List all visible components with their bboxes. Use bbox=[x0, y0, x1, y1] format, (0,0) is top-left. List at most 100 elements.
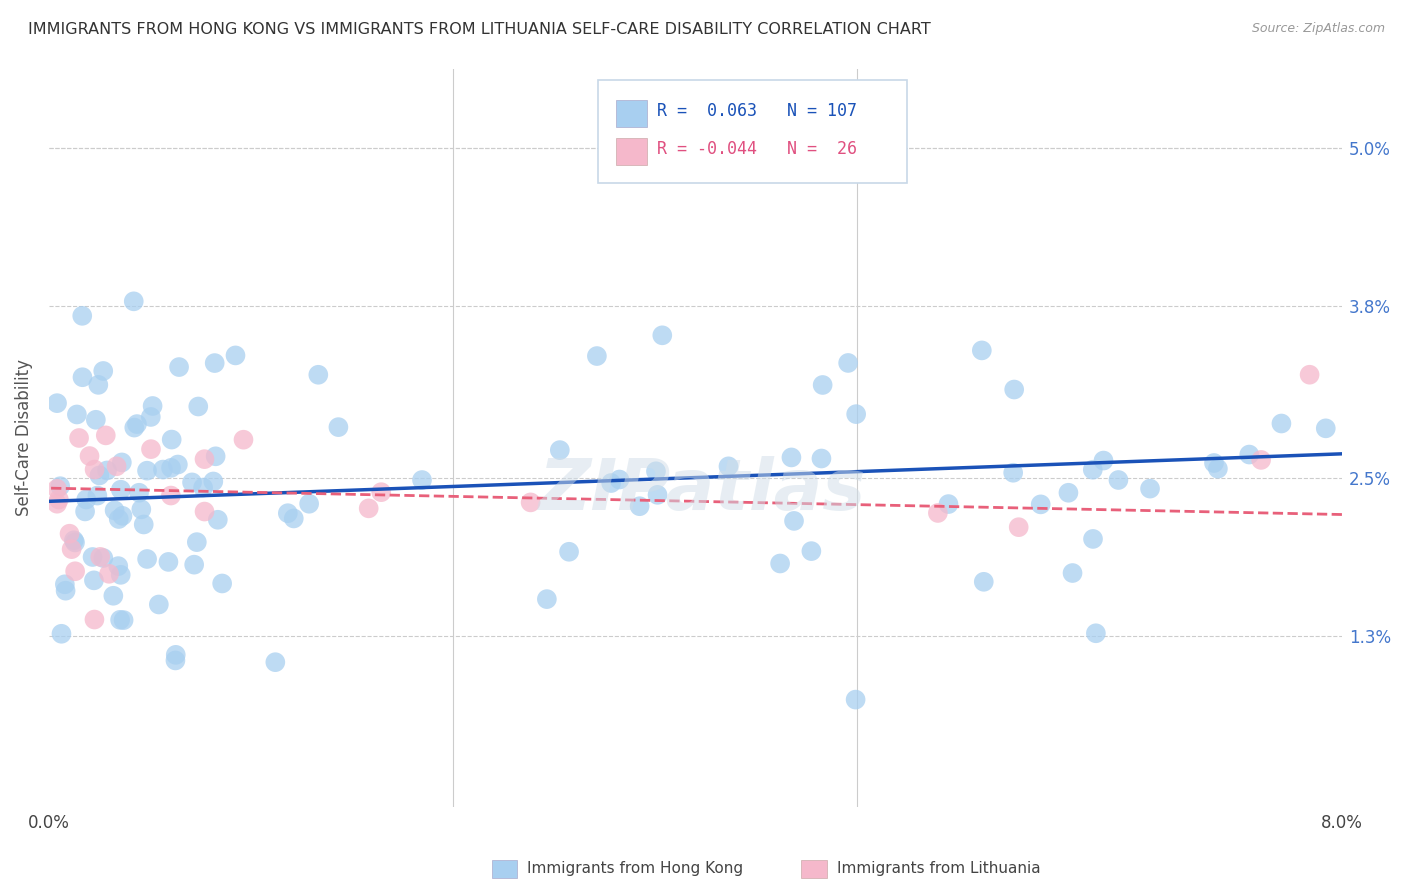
Point bbox=[110, 483, 132, 497]
Point bbox=[1139, 482, 1161, 496]
Point bbox=[82, 549, 104, 564]
Text: IMMIGRANTS FROM HONG KONG VS IMMIGRANTS FROM LITHUANIA SELF-CARE DISABILITY CORR: IMMIGRANTS FROM HONG KONG VS IMMIGRANTS … bbox=[28, 22, 931, 37]
Point bbox=[411, 473, 433, 487]
Point bbox=[139, 442, 162, 457]
Point bbox=[131, 502, 153, 516]
Point bbox=[586, 349, 609, 363]
Point bbox=[224, 348, 246, 362]
Point bbox=[800, 544, 823, 558]
Point bbox=[938, 497, 960, 511]
Point bbox=[46, 396, 69, 410]
Point bbox=[63, 564, 86, 578]
Point bbox=[810, 451, 832, 466]
Point bbox=[105, 459, 128, 474]
Point bbox=[1202, 456, 1225, 470]
Point bbox=[167, 458, 190, 472]
Point bbox=[48, 492, 70, 507]
Text: R = -0.044   N =  26: R = -0.044 N = 26 bbox=[657, 140, 856, 158]
Point bbox=[837, 356, 859, 370]
Point bbox=[609, 473, 631, 487]
Point bbox=[46, 482, 69, 496]
Point bbox=[148, 598, 170, 612]
Point bbox=[811, 378, 834, 392]
Point bbox=[87, 377, 110, 392]
Point bbox=[927, 506, 949, 520]
Text: Immigrants from Hong Kong: Immigrants from Hong Kong bbox=[527, 862, 744, 876]
Point bbox=[70, 309, 93, 323]
Point bbox=[519, 495, 541, 509]
Point bbox=[1239, 448, 1261, 462]
Point bbox=[186, 535, 208, 549]
Point bbox=[357, 501, 380, 516]
Point bbox=[1206, 461, 1229, 475]
Point bbox=[193, 452, 215, 467]
Point bbox=[277, 506, 299, 520]
Point bbox=[89, 468, 111, 483]
Point bbox=[780, 450, 803, 465]
Point bbox=[94, 428, 117, 442]
Point bbox=[232, 433, 254, 447]
Point bbox=[60, 542, 83, 557]
Point bbox=[1081, 463, 1104, 477]
Point bbox=[125, 417, 148, 431]
Point bbox=[63, 535, 86, 549]
Point bbox=[160, 489, 183, 503]
Point bbox=[152, 462, 174, 476]
Point bbox=[91, 551, 114, 566]
Point bbox=[283, 511, 305, 525]
Point bbox=[83, 462, 105, 476]
Point bbox=[307, 368, 329, 382]
Point bbox=[600, 476, 623, 491]
Point bbox=[75, 492, 97, 507]
Point bbox=[128, 485, 150, 500]
Point bbox=[107, 512, 129, 526]
Point bbox=[63, 533, 86, 548]
Point bbox=[628, 500, 651, 514]
Point bbox=[845, 407, 868, 421]
Point bbox=[187, 400, 209, 414]
Point bbox=[49, 479, 72, 493]
Point bbox=[103, 589, 125, 603]
Point bbox=[1250, 453, 1272, 467]
Point bbox=[132, 517, 155, 532]
Point bbox=[207, 513, 229, 527]
Point bbox=[191, 481, 214, 495]
Point bbox=[89, 549, 111, 564]
Point bbox=[111, 508, 134, 523]
Point bbox=[1081, 532, 1104, 546]
Point bbox=[165, 648, 187, 662]
Point bbox=[181, 475, 204, 490]
Point bbox=[96, 463, 118, 477]
Point bbox=[111, 455, 134, 469]
Point bbox=[970, 343, 993, 358]
Point bbox=[651, 328, 673, 343]
Point bbox=[211, 576, 233, 591]
Point bbox=[91, 364, 114, 378]
Point bbox=[536, 592, 558, 607]
Point bbox=[1315, 421, 1337, 435]
Point bbox=[1092, 453, 1115, 467]
Point bbox=[136, 464, 159, 478]
Point bbox=[204, 356, 226, 370]
Text: ZIPatlas: ZIPatlas bbox=[540, 456, 866, 525]
Point bbox=[165, 653, 187, 667]
Text: Immigrants from Lithuania: Immigrants from Lithuania bbox=[837, 862, 1040, 876]
Point bbox=[83, 613, 105, 627]
Point bbox=[845, 692, 868, 706]
Point bbox=[110, 567, 132, 582]
Point bbox=[139, 409, 162, 424]
Point bbox=[72, 370, 94, 384]
Point bbox=[108, 613, 131, 627]
Point bbox=[1298, 368, 1320, 382]
Point bbox=[973, 574, 995, 589]
Point bbox=[264, 655, 287, 669]
Point bbox=[160, 461, 183, 475]
Point bbox=[66, 408, 89, 422]
Text: Source: ZipAtlas.com: Source: ZipAtlas.com bbox=[1251, 22, 1385, 36]
Point bbox=[204, 450, 226, 464]
Point bbox=[160, 433, 183, 447]
Point bbox=[193, 504, 215, 518]
Point bbox=[55, 583, 77, 598]
Point bbox=[142, 399, 165, 413]
Point bbox=[67, 431, 90, 445]
